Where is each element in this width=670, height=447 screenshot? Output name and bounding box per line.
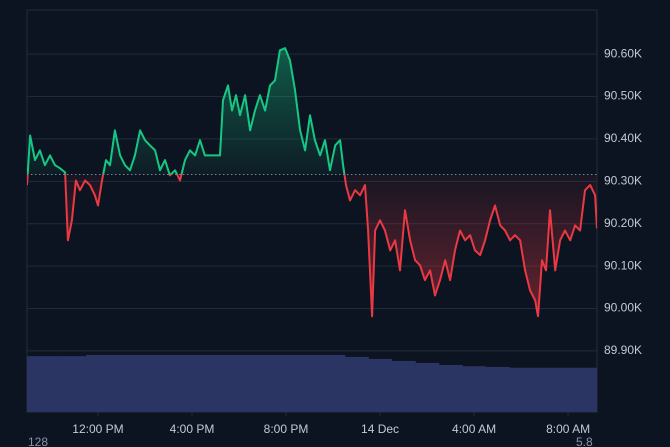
volume-bar	[438, 364, 463, 412]
volume-bar	[579, 367, 597, 412]
volume-bar	[485, 366, 510, 412]
volume-bar	[86, 354, 111, 412]
volume-bar	[274, 354, 299, 412]
volume-bar	[62, 356, 87, 412]
volume-bar	[109, 354, 134, 412]
volume-bar	[297, 354, 322, 412]
volume-bar	[27, 356, 40, 412]
volume-bar	[156, 354, 181, 412]
y-tick-label: 90.00K	[604, 301, 642, 315]
volume-bar	[39, 356, 64, 412]
x-tick-label: 8:00 PM	[264, 422, 309, 436]
volume-bar	[227, 354, 252, 412]
annotation: 5.8	[576, 435, 593, 447]
y-tick-label: 90.20K	[604, 216, 642, 230]
y-tick-label: 90.10K	[604, 258, 642, 272]
x-tick-label: 12:00 PM	[72, 422, 123, 436]
x-tick-label: 14 Dec	[361, 422, 399, 436]
volume-bar	[133, 354, 158, 412]
volume-bar	[462, 366, 487, 412]
annotation: 128	[28, 435, 48, 447]
y-tick-label: 90.60K	[604, 46, 642, 60]
plot	[27, 47, 597, 412]
y-tick-label: 90.50K	[604, 89, 642, 103]
y-tick-label: 90.40K	[604, 131, 642, 145]
x-tick-label: 8:00 AM	[546, 422, 590, 436]
y-tick-label: 90.30K	[604, 173, 642, 187]
volume-bar	[180, 354, 205, 412]
price-line	[27, 47, 597, 318]
volume-bar	[532, 367, 557, 412]
volume-bar	[368, 358, 393, 412]
volume-bar	[556, 367, 581, 412]
x-tick-label: 4:00 AM	[452, 422, 496, 436]
volume-bar	[321, 354, 346, 412]
volume-bar	[203, 354, 228, 412]
volume-bar	[509, 367, 534, 412]
volume-bar	[250, 354, 275, 412]
y-tick-label: 89.90K	[604, 343, 642, 357]
volume-bar	[391, 360, 416, 412]
volume-bar	[415, 362, 440, 412]
volume-bar	[344, 356, 369, 412]
area-fill	[27, 48, 597, 317]
x-tick-label: 4:00 PM	[170, 422, 215, 436]
